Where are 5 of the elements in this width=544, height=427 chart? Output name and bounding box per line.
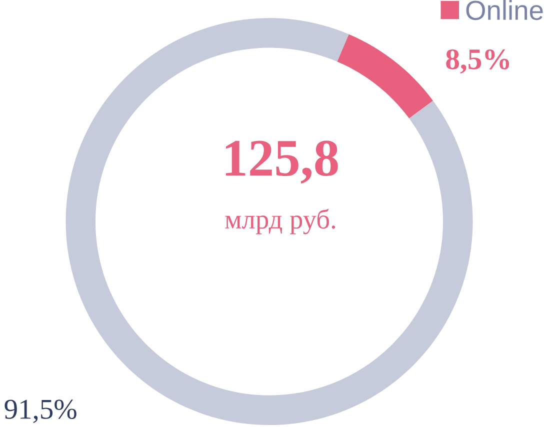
legend-label: Online	[466, 0, 543, 20]
data-label: 8,5%	[446, 49, 510, 74]
text: млрд руб.	[225, 208, 336, 234]
text: 125,8	[226, 140, 338, 184]
data-label: 91,5%	[4, 400, 76, 424]
